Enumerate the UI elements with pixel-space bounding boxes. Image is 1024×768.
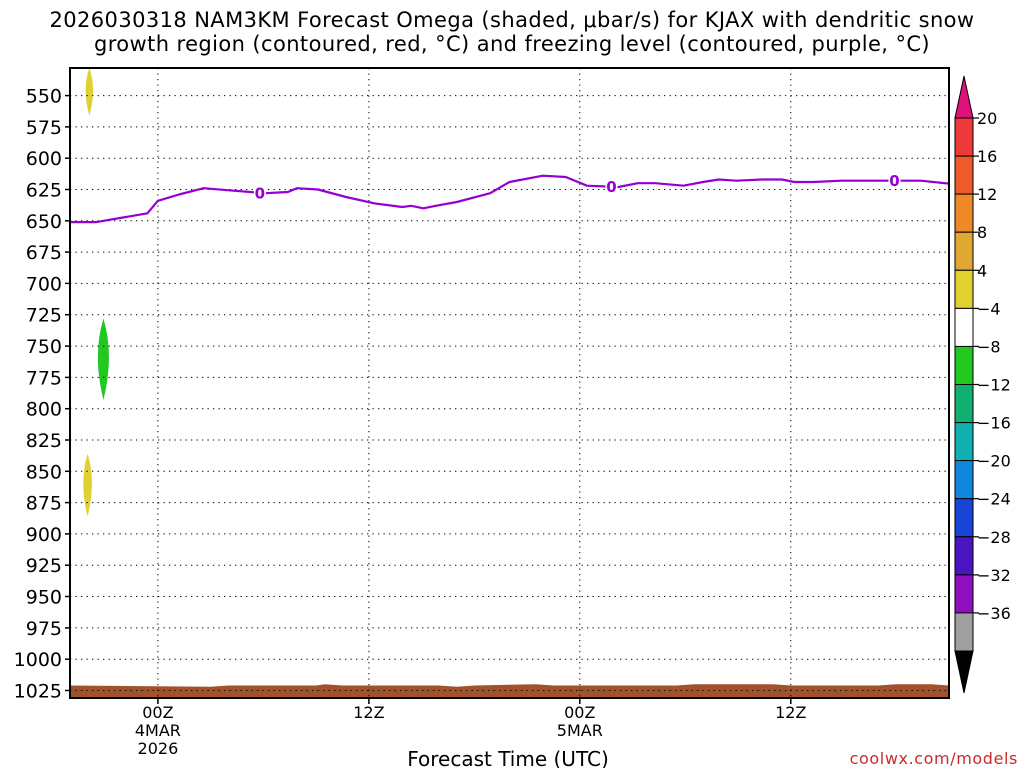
y-tick-label: 775 — [26, 367, 62, 389]
colorbar-label: 8 — [977, 223, 987, 242]
y-tick-label: 550 — [26, 86, 62, 108]
y-tick-label: 850 — [26, 461, 62, 483]
y-tick-label: 1000 — [14, 649, 62, 671]
colorbar-label: 4 — [977, 261, 987, 280]
credit-text: coolwx.com/models — [850, 749, 1018, 768]
y-tick-label: 975 — [26, 618, 62, 640]
colorbar-swatch — [954, 269, 974, 309]
colorbar-label: −24 — [977, 490, 1011, 509]
ground-terrain-layer — [70, 683, 949, 698]
colorbar-label: −8 — [977, 337, 1001, 356]
ground-terrain — [70, 683, 949, 698]
y-tick-label: 675 — [26, 242, 62, 264]
x-tick-label: 00Z — [142, 703, 173, 722]
colorbar-label: −12 — [977, 376, 1011, 395]
omega-colorbar: 20 16 12 8 4 −4 −8 −12 −16 −20 −24 −28 −32 −36 — [954, 75, 1011, 694]
y-tick-label: 725 — [26, 305, 62, 327]
colorbar-label: 16 — [977, 147, 997, 166]
colorbar-swatch — [954, 422, 974, 462]
freezing-level-label: 0 — [606, 178, 616, 196]
y-axis: 550 575 600 625 650 675 700 725 750 775 800 825 850 8… — [14, 86, 70, 703]
colorbar-label: −36 — [977, 604, 1011, 623]
freezing-level-line — [70, 174, 949, 224]
y-tick-label: 700 — [26, 273, 62, 295]
omega-blob-3 — [83, 453, 92, 517]
colorbar-swatch — [954, 307, 974, 347]
y-tick-label: 800 — [26, 399, 62, 421]
colorbar-swatch — [954, 612, 974, 652]
colorbar-label: −16 — [977, 414, 1011, 433]
freezing-level-label: 0 — [889, 172, 899, 190]
colorbar-label: 12 — [977, 185, 997, 204]
plot-frame — [69, 67, 950, 699]
x-axis-label: Forecast Time (UTC) — [407, 747, 609, 768]
colorbar-label: −32 — [977, 566, 1011, 585]
omega-shading-layer — [83, 68, 109, 517]
colorbar-swatch — [954, 193, 974, 233]
x-tick-label: 00Z — [564, 703, 595, 722]
y-tick-label: 1025 — [14, 681, 62, 703]
x-tick-label: 4MAR — [135, 721, 181, 740]
y-tick-label: 600 — [26, 148, 62, 170]
colorbar-swatch — [954, 460, 974, 500]
omega-blob-2 — [97, 318, 109, 400]
colorbar-lower-arrow — [954, 650, 974, 694]
colorbar-label: −20 — [977, 452, 1011, 471]
y-tick-label: 625 — [26, 180, 62, 202]
y-tick-label: 650 — [26, 211, 62, 233]
colorbar-swatch — [954, 231, 974, 271]
plot-area — [70, 68, 949, 698]
freezing-level-label-bg — [253, 184, 266, 201]
colorbar-swatch — [954, 536, 974, 576]
y-tick-label: 925 — [26, 555, 62, 577]
y-tick-label: 875 — [26, 493, 62, 515]
colorbar-label: −28 — [977, 528, 1011, 547]
freezing-level-label-bg — [888, 172, 901, 189]
colorbar-swatch — [954, 498, 974, 538]
colorbar-label: 20 — [977, 109, 997, 128]
y-tick-label: 900 — [26, 524, 62, 546]
freezing-level-layer: 0 0 0 — [70, 172, 949, 224]
x-tick-label: 12Z — [775, 703, 806, 722]
colorbar-label: −4 — [977, 299, 1001, 318]
chart-title-line-2: growth region (contoured, red, °C) and f… — [94, 32, 930, 56]
colorbar-swatch — [954, 384, 974, 424]
colorbar-swatch — [954, 574, 974, 614]
chart-title-line-1: 2026030318 NAM3KM Forecast Omega (shaded… — [49, 8, 975, 32]
colorbar-swatch — [954, 117, 974, 157]
colorbar-swatch — [954, 345, 974, 385]
x-tick-label: 2026 — [138, 739, 179, 758]
y-tick-label: 750 — [26, 336, 62, 358]
freezing-level-label-bg — [605, 178, 618, 195]
omega-blob-1 — [85, 68, 94, 116]
y-tick-label: 825 — [26, 430, 62, 452]
y-tick-label: 575 — [26, 117, 62, 139]
colorbar-upper-arrow — [954, 75, 974, 119]
x-tick-label: 5MAR — [557, 721, 603, 740]
x-tick-label: 12Z — [353, 703, 384, 722]
grid-lines — [70, 68, 949, 698]
freezing-level-label: 0 — [255, 184, 265, 202]
colorbar-swatch — [954, 155, 974, 195]
y-tick-label: 950 — [26, 587, 62, 609]
